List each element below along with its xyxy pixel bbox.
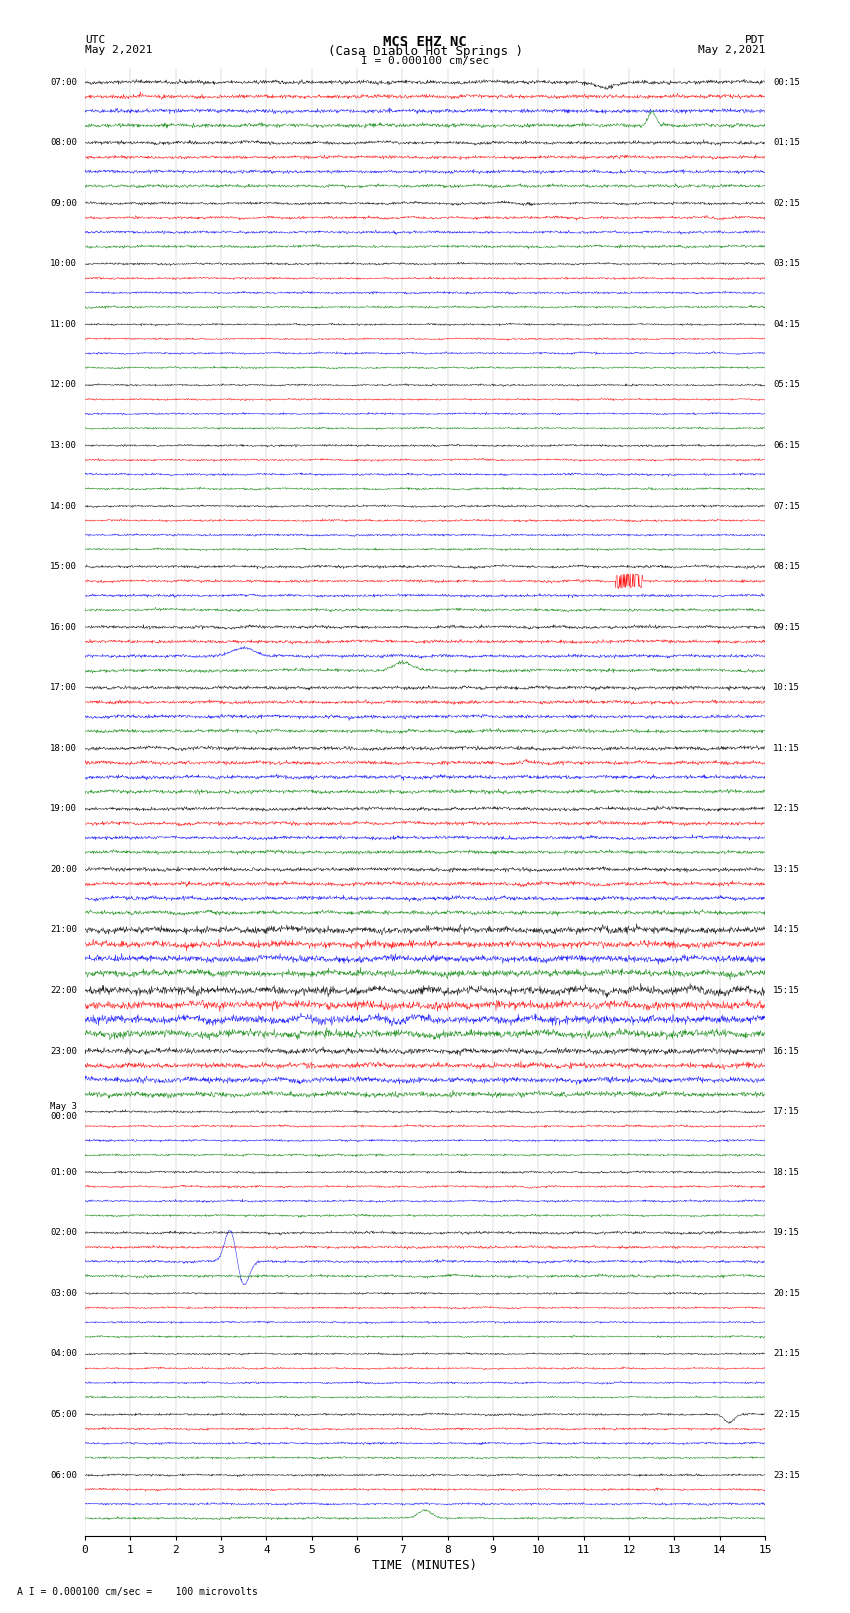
Text: (Casa Diablo Hot Springs ): (Casa Diablo Hot Springs ) — [327, 45, 523, 58]
Text: May 2,2021: May 2,2021 — [698, 45, 765, 55]
Text: 07:00: 07:00 — [50, 77, 76, 87]
Text: PDT: PDT — [745, 35, 765, 45]
Text: May 2,2021: May 2,2021 — [85, 45, 152, 55]
Text: UTC: UTC — [85, 35, 105, 45]
Text: 16:00: 16:00 — [50, 623, 76, 632]
Text: 21:15: 21:15 — [774, 1350, 800, 1358]
Text: 04:00: 04:00 — [50, 1350, 76, 1358]
Text: 10:00: 10:00 — [50, 260, 76, 268]
Text: 02:00: 02:00 — [50, 1227, 76, 1237]
Text: 01:15: 01:15 — [774, 139, 800, 147]
Text: 06:15: 06:15 — [774, 440, 800, 450]
Text: 07:15: 07:15 — [774, 502, 800, 511]
Text: 20:00: 20:00 — [50, 865, 76, 874]
Text: 06:00: 06:00 — [50, 1471, 76, 1479]
Text: 22:15: 22:15 — [774, 1410, 800, 1419]
Text: 12:15: 12:15 — [774, 805, 800, 813]
Text: 13:15: 13:15 — [774, 865, 800, 874]
Text: 05:15: 05:15 — [774, 381, 800, 389]
Text: 08:00: 08:00 — [50, 139, 76, 147]
Text: A I = 0.000100 cm/sec =    100 microvolts: A I = 0.000100 cm/sec = 100 microvolts — [17, 1587, 258, 1597]
Text: 04:15: 04:15 — [774, 319, 800, 329]
Text: 14:15: 14:15 — [774, 926, 800, 934]
Text: 08:15: 08:15 — [774, 563, 800, 571]
Text: 22:00: 22:00 — [50, 986, 76, 995]
Text: 17:15: 17:15 — [774, 1107, 800, 1116]
Text: May 3
00:00: May 3 00:00 — [50, 1102, 76, 1121]
Text: 19:15: 19:15 — [774, 1227, 800, 1237]
Text: 09:00: 09:00 — [50, 198, 76, 208]
Text: 21:00: 21:00 — [50, 926, 76, 934]
Text: 13:00: 13:00 — [50, 440, 76, 450]
Text: 18:15: 18:15 — [774, 1168, 800, 1177]
Text: 09:15: 09:15 — [774, 623, 800, 632]
Text: 11:00: 11:00 — [50, 319, 76, 329]
Text: 11:15: 11:15 — [774, 744, 800, 753]
X-axis label: TIME (MINUTES): TIME (MINUTES) — [372, 1558, 478, 1571]
Text: 03:00: 03:00 — [50, 1289, 76, 1298]
Text: I = 0.000100 cm/sec: I = 0.000100 cm/sec — [361, 56, 489, 66]
Text: 16:15: 16:15 — [774, 1047, 800, 1055]
Text: 02:15: 02:15 — [774, 198, 800, 208]
Text: 23:15: 23:15 — [774, 1471, 800, 1479]
Text: 15:15: 15:15 — [774, 986, 800, 995]
Text: 23:00: 23:00 — [50, 1047, 76, 1055]
Text: 00:15: 00:15 — [774, 77, 800, 87]
Text: 01:00: 01:00 — [50, 1168, 76, 1177]
Text: 19:00: 19:00 — [50, 805, 76, 813]
Text: 10:15: 10:15 — [774, 684, 800, 692]
Text: 05:00: 05:00 — [50, 1410, 76, 1419]
Text: 03:15: 03:15 — [774, 260, 800, 268]
Text: 15:00: 15:00 — [50, 563, 76, 571]
Text: 14:00: 14:00 — [50, 502, 76, 511]
Text: 18:00: 18:00 — [50, 744, 76, 753]
Text: 17:00: 17:00 — [50, 684, 76, 692]
Text: 20:15: 20:15 — [774, 1289, 800, 1298]
Text: MCS EHZ NC: MCS EHZ NC — [383, 35, 467, 50]
Text: 12:00: 12:00 — [50, 381, 76, 389]
